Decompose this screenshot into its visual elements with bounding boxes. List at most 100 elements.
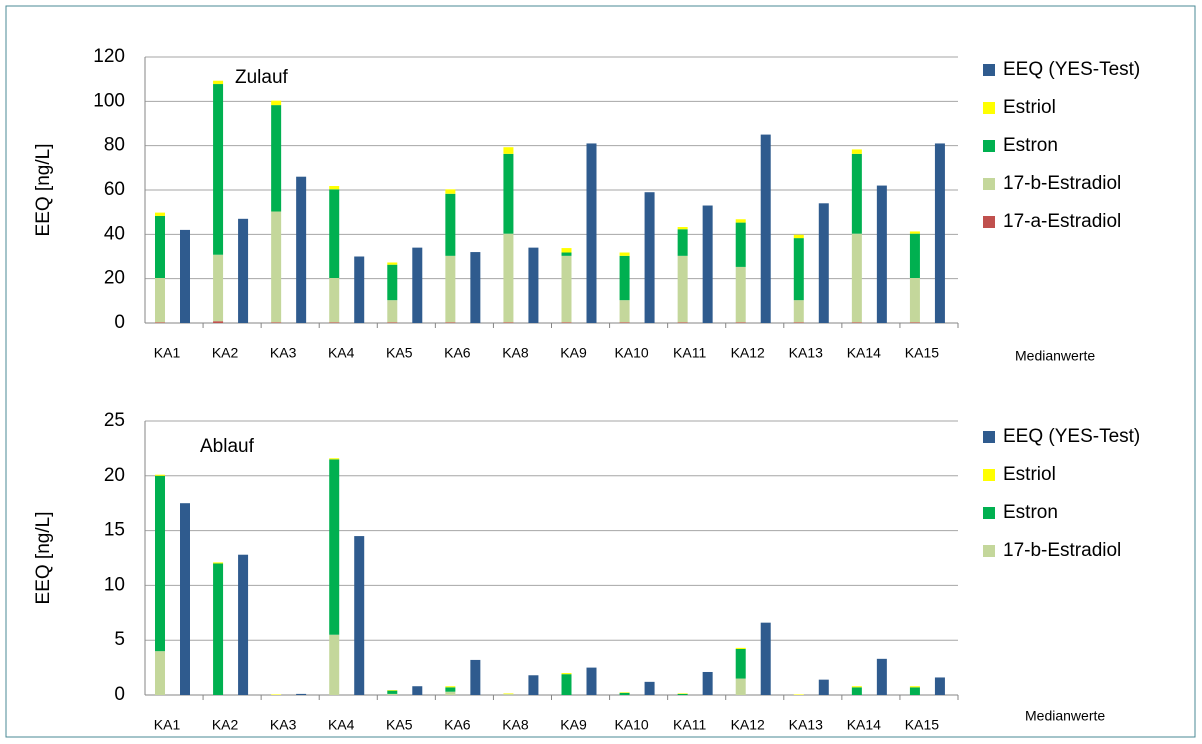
bar xyxy=(470,659,481,695)
y-axis-label: EEQ [ng/L] xyxy=(33,512,54,605)
bar-segment xyxy=(909,231,920,234)
x-tick-label: KA9 xyxy=(560,717,587,733)
x-tick-label: KA12 xyxy=(731,717,765,733)
bar-segment xyxy=(909,233,920,279)
y-tick-label: 0 xyxy=(114,684,125,705)
bar xyxy=(354,256,365,323)
bar-segment xyxy=(735,648,746,679)
bar-segment xyxy=(909,686,920,688)
y-tick-label: 80 xyxy=(104,135,125,156)
x-tick-label: KA11 xyxy=(673,717,706,733)
legend-swatch xyxy=(983,64,995,76)
x-tick-label: KA6 xyxy=(444,717,471,733)
bar-segment xyxy=(735,322,746,323)
bar xyxy=(818,203,829,323)
bar xyxy=(702,205,713,323)
bar-segment xyxy=(619,255,630,301)
x-tick-label: KA4 xyxy=(328,717,355,733)
bar xyxy=(528,247,539,323)
bar xyxy=(760,622,771,695)
bar-segment xyxy=(677,693,688,694)
x-tick-label: KA14 xyxy=(847,717,881,733)
y-tick-label: 15 xyxy=(104,520,125,541)
legend-swatch xyxy=(983,545,995,557)
bar-segment xyxy=(851,686,862,688)
annotation-box xyxy=(192,433,272,461)
legend-label: EEQ (YES-Test) xyxy=(1003,59,1140,80)
bar-segment xyxy=(793,238,804,301)
bar-segment xyxy=(387,693,398,695)
frame xyxy=(5,5,1196,738)
bar-segment xyxy=(793,234,804,239)
legend-swatch xyxy=(983,178,995,190)
bar-segment xyxy=(503,147,514,154)
x-tick-label: KA2 xyxy=(212,717,239,733)
bar xyxy=(412,247,423,323)
bar-segment xyxy=(155,215,165,279)
x-tick-label: KA10 xyxy=(614,345,648,361)
legend-swatch xyxy=(983,431,995,443)
bar-segment xyxy=(561,255,572,323)
bar-segment xyxy=(445,686,456,688)
bar-segment xyxy=(213,80,224,85)
legend-label: 17-b-Estradiol xyxy=(1003,540,1121,561)
bar xyxy=(470,252,481,323)
footnote: Medianwerte xyxy=(1015,348,1095,364)
x-tick-label: KA4 xyxy=(328,345,355,361)
bar-segment xyxy=(271,105,282,212)
legend-swatch xyxy=(983,140,995,152)
bar xyxy=(702,671,713,695)
bar xyxy=(296,176,307,323)
bar xyxy=(296,693,307,695)
bar-segment xyxy=(329,322,340,323)
bar-segment xyxy=(561,673,572,675)
x-tick-label: KA1 xyxy=(154,345,181,361)
bar-segment xyxy=(735,222,746,267)
bar-segment xyxy=(271,211,282,323)
x-tick-label: KA11 xyxy=(673,345,706,361)
bar-segment xyxy=(619,692,630,693)
bar-segment xyxy=(387,690,398,694)
bar-segment xyxy=(561,252,572,256)
x-tick-label: KA10 xyxy=(614,717,648,733)
footnote: Medianwerte xyxy=(1025,708,1105,724)
legend-label: Estron xyxy=(1003,135,1058,156)
bar-segment xyxy=(213,254,224,322)
y-tick-label: 20 xyxy=(104,268,125,289)
bar-segment xyxy=(851,149,862,154)
bar-segment xyxy=(445,189,456,194)
bar-segment xyxy=(793,300,804,323)
legend-label: EEQ (YES-Test) xyxy=(1003,426,1140,447)
bar-segment xyxy=(619,252,630,256)
bar xyxy=(644,681,655,695)
bar-segment xyxy=(735,219,746,223)
bar-segment xyxy=(735,678,746,695)
bar xyxy=(180,229,190,323)
y-axis-label: EEQ [ng/L] xyxy=(33,144,54,237)
bar-segment xyxy=(213,562,224,564)
bar-segment xyxy=(387,264,398,301)
bar-segment xyxy=(909,278,920,323)
bar-segment xyxy=(619,692,630,695)
x-tick-label: KA9 xyxy=(560,345,587,361)
bar xyxy=(586,143,597,323)
y-tick-label: 100 xyxy=(93,90,125,111)
bar-segment xyxy=(155,322,165,323)
bar-segment xyxy=(155,474,165,476)
bar-segment xyxy=(155,475,165,652)
bar-segment xyxy=(329,458,340,460)
bar xyxy=(934,677,945,695)
bar xyxy=(818,679,829,695)
legend-swatch xyxy=(983,469,995,481)
x-tick-label: KA2 xyxy=(212,345,239,361)
bar-segment xyxy=(503,693,514,694)
bar-segment xyxy=(445,691,456,695)
bar-segment xyxy=(329,459,340,635)
x-tick-label: KA14 xyxy=(847,345,881,361)
annotation-box xyxy=(227,64,307,92)
annotation: Ablauf xyxy=(200,436,255,457)
x-tick-label: KA8 xyxy=(502,717,529,733)
x-tick-label: KA12 xyxy=(731,345,765,361)
bar-segment xyxy=(909,322,920,323)
y-tick-label: 120 xyxy=(93,46,125,67)
